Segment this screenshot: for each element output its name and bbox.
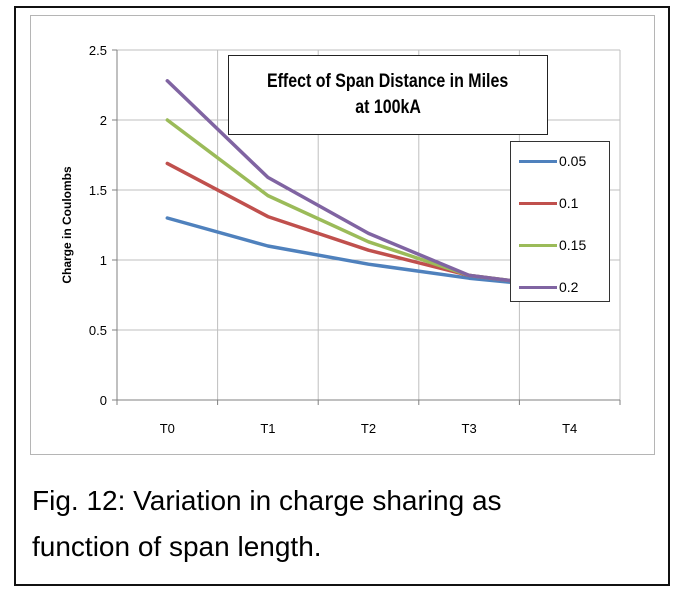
y-axis-label: Charge in Coulombs: [60, 166, 74, 284]
x-tick-label: T4: [562, 421, 577, 436]
legend-item-0-1: 0.1: [519, 193, 578, 213]
chart-title-line-2: at 100kA: [355, 97, 421, 118]
chart-legend: 0.05 0.1 0.15 0.2: [510, 141, 610, 302]
y-tick-label: 1: [100, 253, 107, 268]
axes: [116, 50, 620, 401]
legend-item-0-05: 0.05: [519, 151, 586, 171]
x-tick-labels: T0 T1 T2 T3 T4: [160, 421, 578, 436]
x-tick-label: T3: [462, 421, 477, 436]
legend-item-0-15: 0.15: [519, 235, 586, 255]
series-line-0-05: [165, 216, 572, 290]
x-tick-label: T2: [361, 421, 376, 436]
y-tick-label: 0: [100, 393, 107, 408]
caption-line-1: Fig. 12: Variation in charge sharing as: [32, 485, 502, 516]
legend-swatch-0-1: [519, 201, 557, 205]
figure-caption: Fig. 12: Variation in charge sharing as …: [32, 478, 652, 570]
y-tick-label: 2.5: [89, 43, 107, 58]
legend-item-0-2: 0.2: [519, 277, 578, 297]
legend-label-0-05: 0.05: [559, 153, 587, 169]
legend-label-0-15: 0.15: [559, 237, 587, 253]
y-tick-label: 0.5: [89, 323, 107, 338]
x-tick-label: T0: [160, 421, 175, 436]
x-tick-label: T1: [260, 421, 275, 436]
legend-swatch-0-2: [519, 285, 557, 289]
data-series: [165, 79, 572, 290]
caption-line-2: function of span length.: [32, 531, 322, 562]
y-tick-labels: 0 0.5 1 1.5 2 2.5: [89, 43, 107, 408]
y-tick-label: 2: [100, 113, 107, 128]
legend-label-0-1: 0.1: [559, 195, 579, 211]
y-tick-label: 1.5: [89, 183, 107, 198]
legend-label-0-2: 0.2: [559, 279, 579, 295]
chart-title-line-1: Effect of Span Distance in Miles: [267, 71, 509, 92]
legend-swatch-0-15: [519, 243, 557, 247]
series-line-0-2: [165, 79, 572, 290]
legend-swatch-0-05: [519, 159, 557, 163]
chart-title-box: Effect of Span Distance in Miles at 100k…: [228, 55, 548, 135]
